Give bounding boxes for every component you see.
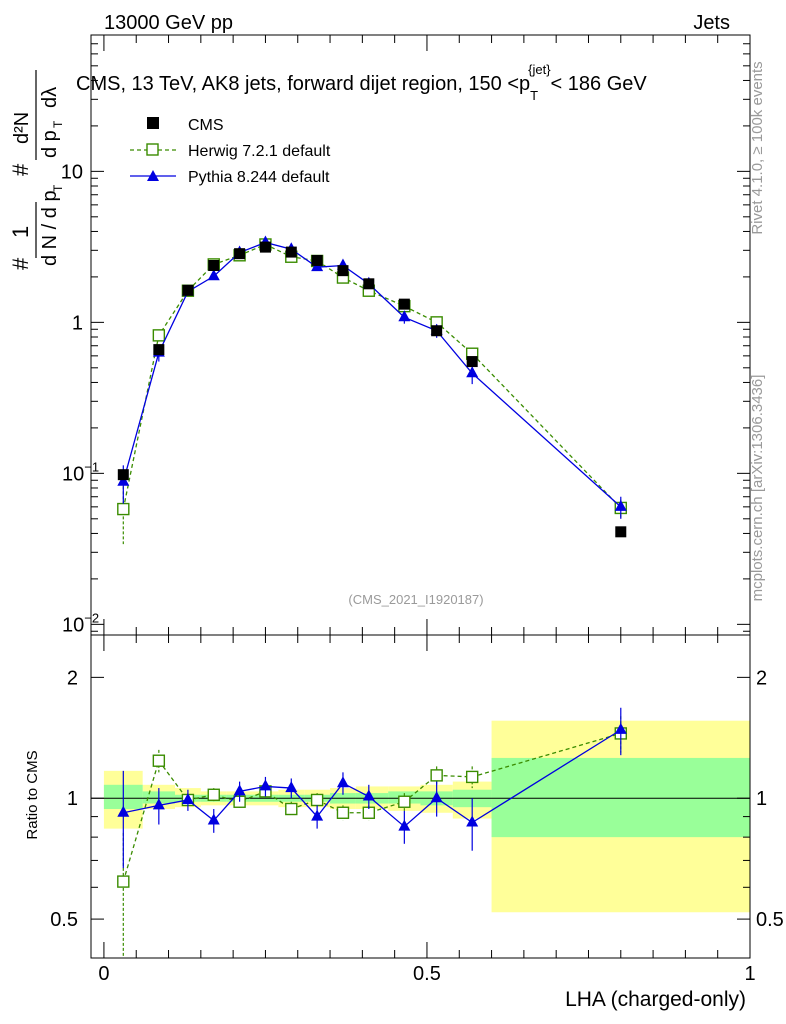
data-point: [398, 310, 411, 322]
ratio-data-point: [430, 769, 443, 782]
main-title: CMS, 13 TeV, AK8 jets, forward dijet reg…: [76, 62, 647, 103]
ratio-y-tick-label-right: 1: [756, 788, 767, 810]
mcplots-label: mcplots.cern.ch [arXiv:1306.3436]: [749, 375, 766, 602]
ratio-data-point: [336, 806, 350, 819]
cms-data-point: [153, 344, 165, 356]
ratio-data-point: [259, 779, 272, 791]
data-point: [117, 474, 130, 486]
ylabel-d2: d p: [39, 130, 61, 158]
cms-data-point: [337, 265, 349, 277]
cms-data-point: [466, 356, 478, 368]
ratio-data-point: [117, 805, 130, 817]
main-axis-ticks: 10 1 10−1 10−2: [61, 34, 751, 636]
stat-uncertainty-band: [491, 757, 750, 838]
ylabel-s2: T: [51, 120, 65, 128]
cms-data-point: [398, 298, 410, 310]
ratio-data-point: [310, 793, 324, 807]
legend-cms-label: CMS: [188, 117, 224, 134]
title-end: < 186 GeV: [551, 73, 648, 95]
ratio-data-point: [152, 754, 166, 767]
ratio-data-point: [152, 798, 165, 810]
cms-data-point: [234, 248, 246, 260]
data-point: [152, 329, 166, 342]
ylabel-s1: T: [51, 184, 65, 192]
ratio-data-point: [207, 813, 220, 825]
ratio-data-point: [117, 875, 130, 888]
legend: CMS Herwig 7.2.1 default Pythia 8.244 de…: [130, 117, 331, 186]
main-y-tick-label: 10−2: [62, 610, 99, 636]
ratio-y-tick-label: 0.5: [50, 909, 78, 931]
header-left: 13000 GeV pp: [104, 12, 233, 34]
ratio-data-point: [465, 770, 479, 784]
title-sup: {jet}: [528, 62, 551, 77]
ratio-data-point: [181, 792, 194, 804]
ratio-y-tick-label: 1: [67, 788, 78, 810]
main-y-label: # 1 d N / d p T # d²N d p T dλ: [8, 70, 65, 270]
main-y-tick-label: 10: [61, 161, 83, 183]
ratio-axis-ticks: 2 2 1 1 0.5 0.5 0 0.5 1: [50, 635, 784, 985]
ylabel-hash-1: #: [8, 257, 33, 270]
cms-data-point: [311, 254, 323, 266]
x-tick-label: 0.5: [413, 963, 441, 985]
legend-herwig-marker: [146, 143, 159, 156]
ylabel-hash-2: #: [8, 163, 33, 176]
title-sub: T: [530, 88, 538, 103]
cms-data-point: [431, 325, 443, 337]
ratio-uncertainty-bands: [103, 720, 750, 913]
ylabel-n2: d²N: [11, 112, 33, 144]
main-y-tick-label: 10−1: [62, 459, 99, 485]
cms-series: [117, 241, 627, 538]
ratio-data-point: [614, 722, 627, 734]
x-tick-label: 0: [98, 963, 109, 985]
ratio-data-point: [362, 789, 375, 801]
cms-data-point: [182, 284, 194, 296]
title-main: CMS, 13 TeV, AK8 jets, forward dijet reg…: [76, 73, 530, 95]
ratio-data-point: [311, 809, 324, 821]
header-right: Jets: [693, 12, 730, 34]
rivet-label: Rivet 4.1.0, ≥ 100k events: [749, 61, 766, 234]
main-y-tick-label: 1: [72, 312, 83, 334]
ratio-y-tick-label-right: 0.5: [756, 909, 784, 931]
main-panel: 10 1 10−1 10−2: [61, 34, 751, 636]
x-axis-label: LHA (charged-only): [565, 988, 746, 1011]
ylabel-n1: 1: [8, 226, 33, 238]
ratio-panel: 2 2 1 1 0.5 0.5 0 0.5 1: [50, 634, 784, 985]
legend-herwig-label: Herwig 7.2.1 default: [188, 143, 331, 160]
ratio-data-point: [398, 819, 411, 831]
ratio-data-point: [233, 784, 246, 796]
ratio-data-point: [285, 802, 298, 816]
pythia-series: [117, 235, 627, 519]
cms-data-point: [615, 526, 627, 538]
data-point: [466, 366, 479, 378]
cms-data-point: [208, 259, 220, 271]
ratio-data-point: [207, 788, 220, 801]
ratio-data-point: [466, 815, 479, 827]
ratio-data-point: [430, 791, 443, 803]
ratio-frame: [90, 634, 751, 959]
legend-cms-marker: [147, 117, 159, 129]
ratio-y-tick-label-right: 2: [756, 667, 767, 689]
ratio-y-tick-label: 2: [67, 667, 78, 689]
x-tick-label: 1: [744, 963, 755, 985]
data-point: [207, 269, 220, 281]
ratio-y-label: Ratio to CMS: [24, 750, 41, 839]
data-point: [614, 499, 627, 511]
cms-data-point: [363, 278, 375, 290]
ratio-data-point: [336, 776, 349, 788]
data-point: [117, 502, 130, 516]
ratio-data-point: [398, 795, 411, 808]
cms-data-point: [259, 241, 271, 253]
ratio-pythia-series: [117, 707, 627, 869]
legend-pythia-label: Pythia 8.244 default: [188, 169, 330, 186]
ylabel-d3: dλ: [39, 87, 61, 108]
cms-data-point: [285, 246, 297, 258]
ratio-data-point: [285, 781, 298, 793]
legend-pythia-marker: [147, 170, 159, 181]
ylabel-d1: d N / d p: [39, 190, 61, 266]
analysis-watermark: (CMS_2021_I1920187): [348, 592, 483, 607]
cms-data-point: [117, 469, 129, 481]
